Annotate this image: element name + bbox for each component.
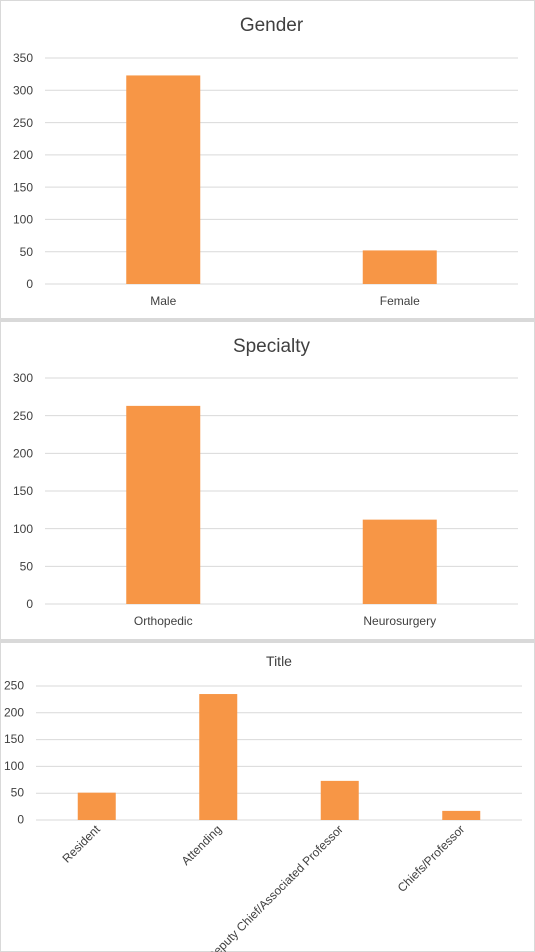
x-tick-label: Deputy Chief/Associated Professor (204, 822, 345, 952)
bar (442, 810, 481, 820)
x-tick-label: Resident (59, 822, 103, 866)
gender-chart: Gender 0 50 100 150 200 250 300 350 Male Female (13, 15, 518, 308)
chart-title: Gender (240, 15, 304, 36)
x-tick-label: Attending (179, 822, 225, 868)
y-tick-label: 0 (17, 813, 24, 827)
y-tick-label: 0 (26, 597, 33, 611)
y-tick-label: 300 (13, 371, 33, 385)
bar (320, 780, 359, 820)
y-tick-label: 200 (4, 705, 24, 719)
bar (199, 694, 238, 820)
y-tick-label: 250 (13, 409, 33, 423)
gender-chart-panel: Gender 0 50 100 150 200 250 300 350 Male Female (1, 1, 534, 318)
y-tick-label: 0 (26, 277, 33, 291)
y-tick-label: 200 (13, 148, 33, 162)
title-chart-panel: Title 0 50 100 150 200 250 Resident Attending Dep… (1, 643, 534, 952)
y-tick-label: 150 (4, 732, 24, 746)
y-tick-label: 100 (13, 213, 33, 227)
bar (362, 250, 437, 284)
title-chart: Title 0 50 100 150 200 250 Resident AttendingDep… (4, 653, 522, 952)
bar (77, 792, 116, 820)
y-tick-label: 100 (4, 759, 24, 773)
x-tick-label: Male (150, 294, 176, 308)
x-tick-label: Female (380, 294, 420, 308)
y-tick-label: 200 (13, 447, 33, 461)
bar (126, 75, 201, 284)
chart-title: Specialty (233, 336, 311, 357)
y-tick-label: 50 (11, 786, 25, 800)
bar (362, 519, 437, 604)
x-tick-label: Neurosurgery (363, 614, 436, 628)
y-tick-label: 350 (13, 51, 33, 65)
y-tick-label: 300 (13, 83, 33, 97)
x-tick-label: Orthopedic (134, 614, 193, 628)
y-tick-label: 50 (20, 560, 34, 574)
x-tick-label: Chiefs/Professor (395, 822, 468, 895)
chart-title: Title (266, 653, 292, 669)
y-tick-label: 150 (13, 484, 33, 498)
y-tick-label: 50 (20, 245, 34, 259)
y-tick-label: 100 (13, 522, 33, 536)
bar (126, 405, 201, 604)
y-tick-label: 150 (13, 180, 33, 194)
specialty-chart-panel: Specialty 0 50 100 150 200 250 300 Orthopedic Neu… (1, 322, 534, 639)
y-tick-label: 250 (4, 679, 24, 693)
specialty-chart: Specialty 0 50 100 150 200 250 300 Orthopedic Neu… (13, 336, 518, 628)
y-tick-label: 250 (13, 116, 33, 130)
